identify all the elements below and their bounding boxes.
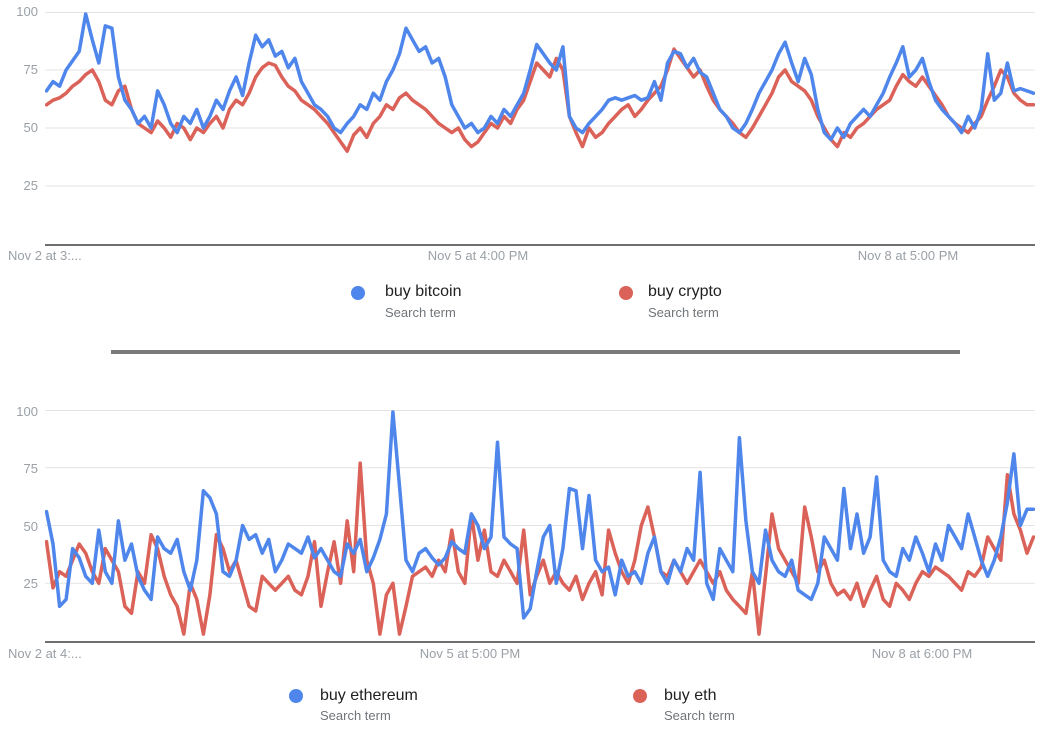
x-label-right-top: Nov 8 at 5:00 PM xyxy=(857,248,959,263)
section-divider xyxy=(111,350,960,354)
y-tick-100: 100 xyxy=(16,4,38,19)
y-tick-75: 75 xyxy=(23,62,38,77)
legend-dot-buy-crypto xyxy=(619,286,633,300)
plot-area-bottom[interactable] xyxy=(45,410,1035,643)
line-chart-top[interactable] xyxy=(45,12,1035,244)
x-label-center-top: Nov 5 at 4:00 PM xyxy=(427,248,529,263)
x-label-right-bottom: Nov 8 at 6:00 PM xyxy=(871,646,973,661)
legend-dot-buy-bitcoin xyxy=(351,286,365,300)
y-tick-100: 100 xyxy=(16,404,38,419)
y-tick-25: 25 xyxy=(23,178,38,193)
x-label-center-bottom: Nov 5 at 5:00 PM xyxy=(419,646,521,661)
legend-sub-buy-crypto: Search term xyxy=(648,305,719,320)
y-tick-50: 50 xyxy=(23,519,38,534)
legend-term-buy-ethereum: buy ethereum xyxy=(320,687,418,704)
y-tick-25: 25 xyxy=(23,576,38,591)
legend-dot-buy-eth xyxy=(633,689,647,703)
legend-sub-buy-ethereum: Search term xyxy=(320,708,391,723)
x-label-left-bottom: Nov 2 at 4:... xyxy=(8,646,82,661)
legend-term-buy-bitcoin: buy bitcoin xyxy=(385,283,462,300)
legend-sub-buy-eth: Search term xyxy=(664,708,735,723)
plot-area-top[interactable] xyxy=(45,12,1035,246)
legend-term-buy-crypto: buy crypto xyxy=(648,283,722,300)
x-label-left-top: Nov 2 at 3:... xyxy=(8,248,82,263)
legend-sub-buy-bitcoin: Search term xyxy=(385,305,456,320)
line-chart-bottom[interactable] xyxy=(45,410,1035,641)
y-tick-50: 50 xyxy=(23,120,38,135)
y-tick-75: 75 xyxy=(23,461,38,476)
legend-dot-buy-ethereum xyxy=(289,689,303,703)
legend-term-buy-eth: buy eth xyxy=(664,687,717,704)
